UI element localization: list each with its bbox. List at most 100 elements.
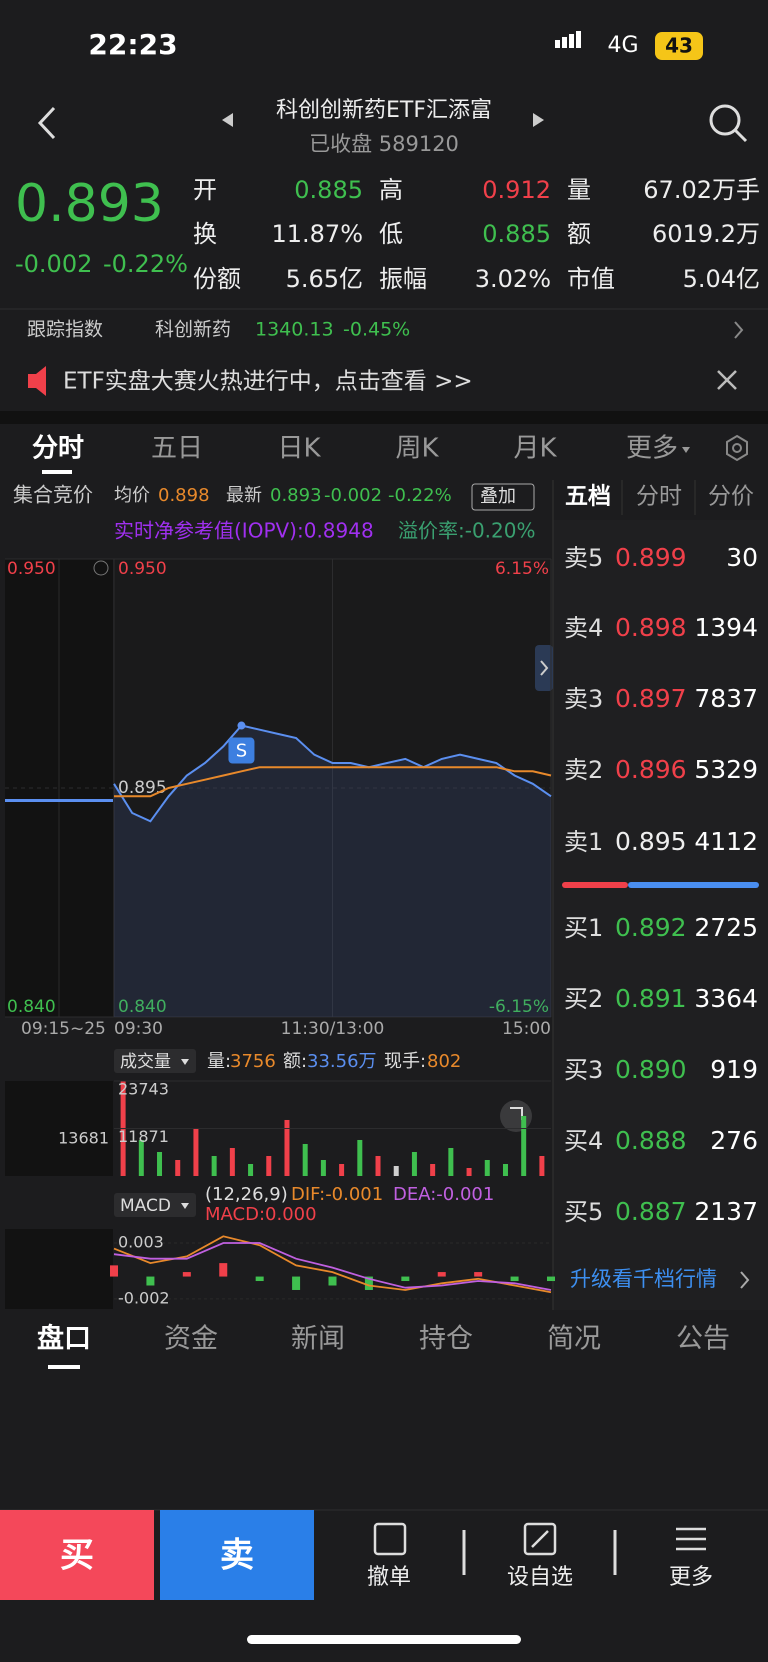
more-label[interactable]: 更多	[669, 1565, 713, 1590]
bid-volume: 276	[710, 1126, 758, 1155]
banner[interactable]: ETF实盘大赛火热进行中，点击查看 >>	[63, 369, 473, 395]
bottom-tab[interactable]: 新闻	[291, 1324, 345, 1355]
premium: 溢价率:-0.20%	[398, 519, 536, 543]
watch-label[interactable]: 设自选	[507, 1565, 573, 1590]
more-icon[interactable]	[676, 1527, 706, 1551]
back-button[interactable]	[37, 106, 56, 140]
tab[interactable]: 分时	[32, 434, 84, 464]
overlay-button[interactable]	[471, 483, 535, 511]
book-tab[interactable]: 分价	[708, 484, 754, 510]
cancel-label[interactable]: 撤单	[367, 1565, 411, 1590]
stat-label: 振幅	[379, 265, 427, 293]
auction-volume-label: 13681	[58, 1129, 109, 1148]
book-tab[interactable]: 分时	[636, 484, 682, 510]
book-tab[interactable]: 五档	[565, 484, 611, 510]
macd-title[interactable]: MACD	[120, 1196, 171, 1216]
change: -0.002	[15, 250, 92, 278]
ask-price: 0.897	[615, 684, 687, 713]
ask-label: 卖1	[564, 828, 603, 856]
buy-button[interactable]	[0, 1510, 154, 1600]
macd-selector[interactable]	[114, 1193, 196, 1217]
bottom-tab[interactable]: 资金	[164, 1324, 218, 1355]
macd-params: (12,26,9)	[205, 1184, 288, 1205]
chevron[interactable]	[734, 321, 744, 339]
tab[interactable]: 周K	[395, 434, 439, 464]
tab[interactable]: 五日	[151, 434, 203, 464]
watch-icon	[531, 1530, 549, 1548]
bid-label: 买4	[564, 1127, 603, 1155]
series-line	[114, 766, 552, 798]
dropdown-arrow	[181, 1203, 189, 1209]
stat-label: 市值	[567, 265, 615, 293]
fullscreen-button[interactable]	[500, 1100, 532, 1132]
info-label: 集合竞价	[13, 483, 93, 507]
upgrade-link[interactable]: 升级看千档行情	[570, 1267, 717, 1291]
tab[interactable]: 更多	[626, 434, 678, 464]
volume-label: 额:	[283, 1051, 307, 1072]
macd-bar	[510, 1276, 519, 1282]
volume-bar	[248, 1163, 254, 1176]
ask-volume: 7837	[694, 684, 758, 713]
ask-price: 0.898	[615, 613, 687, 642]
bid-volume: 2725	[694, 913, 758, 942]
signal-bar	[576, 31, 581, 48]
stat-label: 低	[379, 220, 403, 248]
volume-bar	[284, 1119, 290, 1176]
y-tick-label: 0.950	[7, 559, 56, 579]
x-tick-label: 15:00	[502, 1019, 551, 1039]
chevron[interactable]	[740, 1271, 750, 1289]
y-tick-label: 0.840	[7, 997, 56, 1017]
auction-panel	[5, 1081, 113, 1176]
tab[interactable]: 日K	[277, 434, 321, 464]
trade-marker	[228, 737, 255, 764]
close-button[interactable]	[717, 370, 737, 390]
volume-bar	[320, 1159, 326, 1176]
bottom-tab[interactable]: 简况	[547, 1324, 601, 1355]
ask-label: 卖4	[564, 614, 603, 642]
info-value: -0.002	[324, 485, 382, 506]
volume-value: 3756	[230, 1051, 276, 1072]
sell-button[interactable]	[160, 1510, 314, 1600]
bid-label: 买2	[564, 985, 603, 1013]
watch-icon[interactable]	[523, 1522, 557, 1556]
y-tick-label: 0.003	[118, 1232, 164, 1251]
info-label: 最新	[226, 485, 262, 506]
stat-value: 3.02%	[475, 265, 551, 293]
cancel-icon[interactable]	[373, 1522, 407, 1556]
volume-bar	[138, 1139, 144, 1176]
y-tick-label: 23743	[118, 1080, 169, 1099]
macd-bar	[401, 1276, 410, 1282]
stat-value: 0.885	[482, 220, 551, 248]
volume-bar	[521, 1115, 527, 1176]
volume-selector[interactable]	[114, 1049, 196, 1073]
peak-dot	[237, 721, 246, 730]
x-tick-label: 09:30	[114, 1019, 163, 1039]
macd-bar	[547, 1276, 555, 1282]
volume-value: 33.56万	[307, 1051, 377, 1072]
status-time: 22:23	[88, 28, 177, 61]
search-button[interactable]	[709, 104, 741, 136]
expand-button[interactable]	[535, 645, 553, 691]
bottom-tab[interactable]: 盘口	[37, 1323, 91, 1355]
tab[interactable]: 月K	[513, 434, 557, 464]
bid-price: 0.892	[615, 913, 687, 942]
macd-line	[113, 1242, 552, 1291]
settings-icon[interactable]	[726, 434, 748, 462]
ask-label: 卖5	[564, 544, 603, 572]
tracking-label: 跟踪指数	[27, 319, 103, 341]
volume-bar	[357, 1139, 363, 1176]
info-label: 均价	[114, 485, 150, 506]
macd-bar	[474, 1272, 483, 1277]
next-button[interactable]	[533, 113, 544, 127]
prev-button[interactable]	[222, 113, 233, 127]
bottom-tab[interactable]: 持仓	[419, 1324, 473, 1355]
dea-label: DEA:-0.001	[393, 1184, 494, 1205]
signal-bar	[569, 34, 574, 48]
ask-volume: 4112	[694, 827, 758, 856]
help-icon[interactable]	[93, 560, 109, 576]
bottom-tab[interactable]: 公告	[676, 1324, 730, 1355]
macd-line	[113, 1235, 552, 1294]
stat-value: 5.04亿	[683, 265, 760, 293]
volume-title[interactable]: 成交量	[120, 1052, 171, 1072]
